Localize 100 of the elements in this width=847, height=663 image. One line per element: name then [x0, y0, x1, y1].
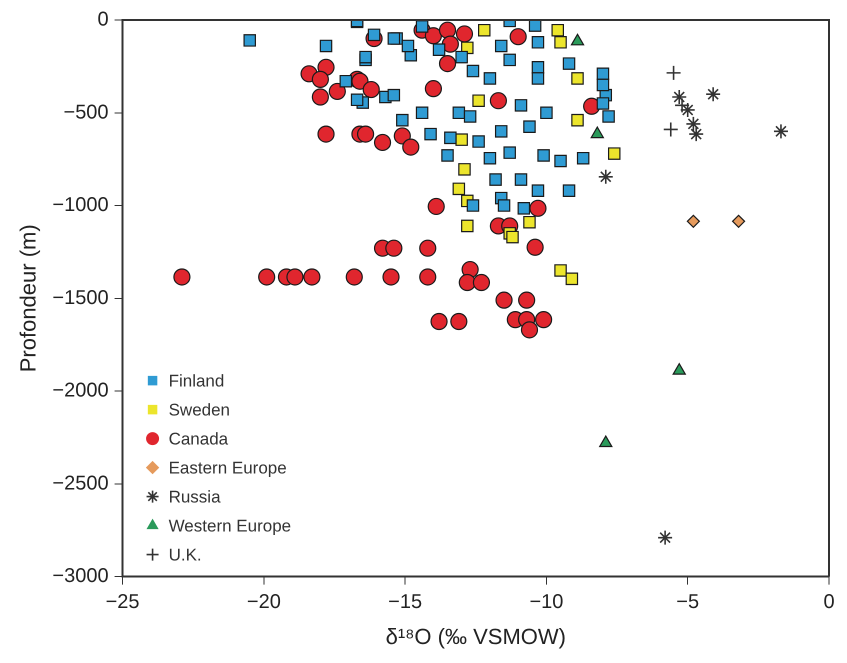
point: [503, 146, 516, 159]
point: [554, 264, 567, 277]
y-tick-label: −2500: [52, 472, 109, 494]
point: [430, 312, 448, 330]
point: [518, 202, 530, 215]
point: [662, 122, 679, 138]
point: [489, 173, 502, 186]
point: [452, 106, 466, 120]
x-tick-label: −5: [676, 591, 700, 614]
point: [598, 168, 614, 185]
point: [494, 40, 508, 52]
point: [551, 24, 564, 36]
y-tick-label: −1500: [52, 286, 109, 309]
point: [503, 54, 516, 66]
point: [514, 99, 528, 112]
point: [452, 182, 466, 196]
point: [535, 311, 552, 328]
x-tick-label: −25: [106, 591, 140, 614]
point: [419, 240, 436, 257]
point: [602, 110, 615, 123]
point: [359, 50, 372, 64]
point: [424, 27, 442, 44]
point: [458, 274, 476, 292]
point: [732, 214, 746, 228]
point: [466, 64, 480, 78]
point: [402, 40, 414, 52]
legend-label: Eastern Europe: [168, 458, 287, 478]
x-tick-label: −10: [529, 591, 564, 614]
point: [402, 138, 420, 156]
point: [458, 163, 471, 176]
point: [686, 214, 700, 228]
point: [484, 72, 496, 85]
point: [320, 40, 332, 52]
point: [526, 238, 544, 256]
legend-label: Finland: [168, 371, 224, 390]
point: [317, 126, 335, 143]
point: [528, 20, 542, 32]
point: [394, 127, 411, 145]
point: [478, 24, 491, 36]
point: [554, 36, 567, 49]
point: [518, 292, 536, 309]
y-tick-label: −1000: [52, 194, 109, 216]
point: [455, 50, 468, 64]
point: [490, 92, 507, 110]
point: [571, 72, 584, 85]
x-axis-title: δ¹⁸O (‰ VSMOW): [386, 624, 566, 649]
point: [484, 152, 496, 164]
point: [444, 132, 457, 144]
point: [243, 34, 256, 47]
point: [385, 240, 402, 257]
point: [396, 114, 409, 126]
point: [537, 149, 550, 162]
point: [416, 106, 428, 120]
legend-label: U.K.: [168, 545, 202, 564]
point: [455, 133, 468, 146]
point: [424, 80, 442, 98]
point: [529, 200, 547, 217]
point: [532, 184, 544, 197]
legend-label: Sweden: [168, 400, 230, 420]
y-tick-label: −500: [64, 101, 109, 124]
point: [438, 55, 456, 72]
legend-label: Canada: [168, 429, 229, 448]
point: [388, 32, 400, 45]
x-tick-label: 0: [823, 591, 835, 614]
point: [472, 274, 490, 292]
point: [532, 72, 544, 85]
point: [438, 22, 456, 39]
point: [514, 173, 528, 186]
point: [576, 152, 590, 164]
point: [540, 106, 553, 120]
point: [461, 220, 474, 232]
point: [419, 268, 436, 286]
point: [562, 57, 576, 70]
x-tick-label: −15: [388, 591, 422, 614]
point: [566, 272, 578, 286]
point: [351, 72, 369, 90]
point: [472, 94, 485, 107]
point: [424, 128, 437, 140]
point: [346, 268, 363, 286]
point: [388, 88, 400, 102]
point: [312, 70, 329, 88]
legend-label: Western Europe: [168, 516, 292, 536]
legend-label: Russia: [168, 487, 222, 506]
point: [562, 184, 576, 197]
point: [286, 268, 304, 286]
point: [523, 120, 536, 133]
point: [608, 147, 621, 160]
point: [432, 43, 446, 56]
point: [456, 25, 474, 43]
point: [472, 135, 485, 148]
y-tick-label: −2000: [52, 380, 109, 402]
point: [596, 97, 610, 110]
point: [362, 80, 380, 98]
point: [495, 292, 513, 309]
point: [494, 125, 508, 138]
point: [442, 36, 459, 53]
point: [688, 126, 704, 142]
point: [686, 116, 702, 132]
point: [428, 198, 445, 216]
point: [571, 114, 584, 126]
